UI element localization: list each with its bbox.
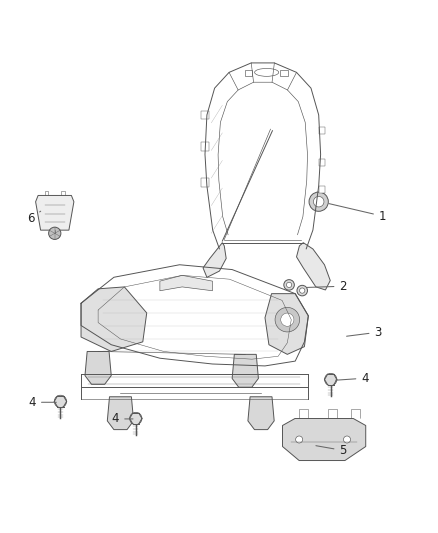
Circle shape <box>286 282 292 287</box>
Text: 2: 2 <box>307 280 347 293</box>
Circle shape <box>284 280 294 290</box>
Bar <box>201 110 209 119</box>
Circle shape <box>296 436 303 443</box>
Bar <box>245 70 252 76</box>
Polygon shape <box>283 418 366 461</box>
Text: 4: 4 <box>336 372 369 385</box>
Circle shape <box>281 313 294 326</box>
Text: 1: 1 <box>329 204 386 223</box>
Bar <box>280 70 287 76</box>
Circle shape <box>325 374 337 386</box>
Text: 4: 4 <box>112 413 133 425</box>
Circle shape <box>343 436 350 443</box>
Polygon shape <box>248 397 274 430</box>
Bar <box>319 159 325 166</box>
Circle shape <box>297 285 307 296</box>
Polygon shape <box>203 243 226 277</box>
Polygon shape <box>85 351 111 384</box>
Circle shape <box>49 227 61 239</box>
Ellipse shape <box>254 68 279 76</box>
Text: 4: 4 <box>28 396 57 409</box>
Polygon shape <box>35 196 74 230</box>
Polygon shape <box>297 243 330 290</box>
Bar <box>201 142 209 151</box>
Bar <box>319 185 325 192</box>
Circle shape <box>309 192 328 211</box>
Polygon shape <box>107 397 134 430</box>
Circle shape <box>314 197 324 207</box>
Circle shape <box>130 413 142 425</box>
Circle shape <box>300 288 305 293</box>
Circle shape <box>275 308 300 332</box>
Circle shape <box>54 395 67 408</box>
Text: 3: 3 <box>346 326 382 338</box>
Polygon shape <box>232 354 258 387</box>
Polygon shape <box>160 276 212 291</box>
Polygon shape <box>265 294 308 354</box>
Text: 5: 5 <box>316 444 347 457</box>
Bar <box>319 127 325 134</box>
Bar <box>201 179 209 187</box>
Polygon shape <box>81 287 147 351</box>
Text: 6: 6 <box>27 211 41 225</box>
